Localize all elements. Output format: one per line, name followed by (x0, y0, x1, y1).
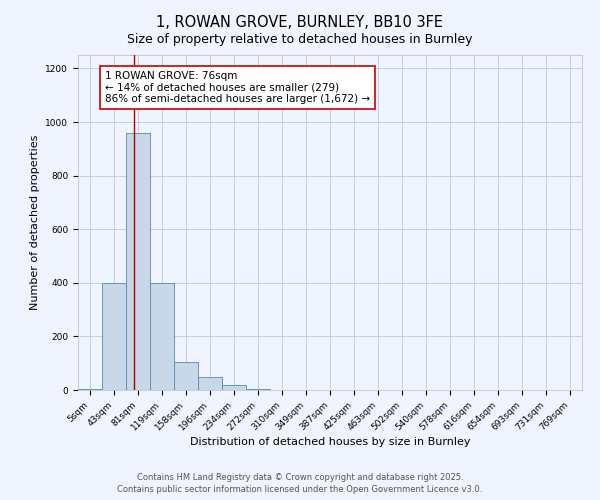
Y-axis label: Number of detached properties: Number of detached properties (30, 135, 40, 310)
Text: 1, ROWAN GROVE, BURNLEY, BB10 3FE: 1, ROWAN GROVE, BURNLEY, BB10 3FE (157, 15, 443, 30)
Bar (78, 388, 102, 390)
Text: 1 ROWAN GROVE: 76sqm
← 14% of detached houses are smaller (279)
86% of semi-deta: 1 ROWAN GROVE: 76sqm ← 14% of detached h… (105, 71, 370, 104)
Bar (150, 283, 174, 390)
X-axis label: Distribution of detached houses by size in Burnley: Distribution of detached houses by size … (190, 438, 470, 448)
Bar (246, 388, 270, 390)
Bar (126, 132, 150, 390)
Bar (174, 362, 198, 390)
Bar (198, 376, 222, 390)
Bar (222, 385, 246, 390)
Bar (102, 283, 126, 390)
Text: Contains HM Land Registry data © Crown copyright and database right 2025.
Contai: Contains HM Land Registry data © Crown c… (118, 472, 482, 494)
Text: Size of property relative to detached houses in Burnley: Size of property relative to detached ho… (127, 32, 473, 46)
